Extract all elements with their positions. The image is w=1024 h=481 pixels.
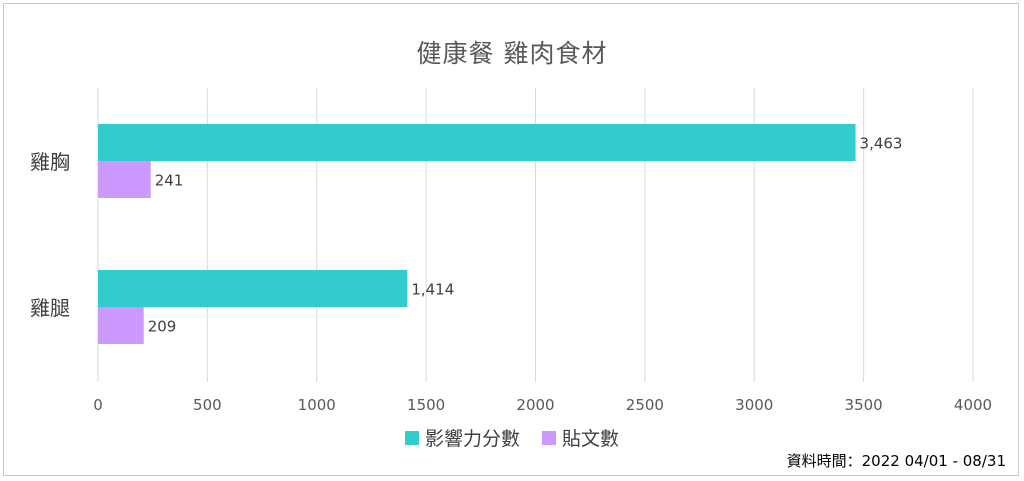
x-tick-label: 0: [93, 396, 103, 414]
data-label: 1,414: [411, 281, 454, 299]
x-tick-label: 1500: [407, 396, 445, 414]
legend: 影響力分數 貼文數: [0, 424, 1024, 451]
legend-label-posts: 貼文數: [562, 428, 620, 450]
x-tick-label: 3000: [735, 396, 773, 414]
x-tick-label: 2500: [626, 396, 664, 414]
bar: [98, 161, 151, 198]
legend-swatch-posts: [542, 430, 556, 445]
data-label: 3,463: [860, 135, 903, 153]
legend-swatch-influence: [404, 430, 419, 445]
bar: [98, 124, 856, 161]
x-tick-label: 500: [193, 396, 222, 414]
y-category-label: 雞腿: [30, 296, 70, 320]
bar: [98, 307, 144, 344]
legend-label-influence: 影響力分數: [424, 428, 520, 450]
x-tick-label: 3500: [845, 396, 883, 414]
chart-frame: [3, 3, 1019, 476]
y-category-label: 雞胸: [30, 150, 70, 174]
bar: [98, 270, 408, 307]
legend-item-posts: 貼文數: [542, 424, 619, 451]
legend-item-influence: 影響力分數: [404, 424, 520, 451]
data-label: 241: [155, 172, 184, 190]
data-label: 209: [148, 318, 177, 336]
data-period-note: 資料時間：2022 04/01 - 08/31: [786, 452, 1006, 470]
x-tick-label: 1000: [298, 396, 336, 414]
x-tick-label: 4000: [954, 396, 992, 414]
chart-title: 健康餐 雞肉食材: [416, 39, 608, 68]
x-tick-label: 2000: [516, 396, 554, 414]
